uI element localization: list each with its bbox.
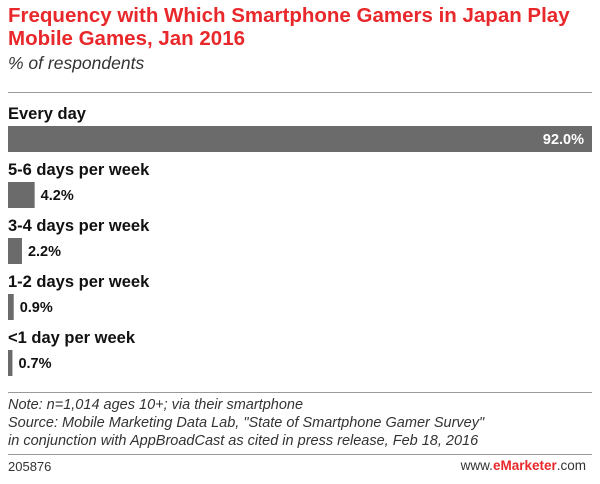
- brand-link[interactable]: www.eMarketer.com: [461, 458, 586, 473]
- bottom-divider: [8, 392, 592, 393]
- footnote: Note: n=1,014 ages 10+; via their smartp…: [8, 396, 594, 450]
- value-label: 2.2%: [28, 244, 61, 260]
- note-line: Note: n=1,014 ages 10+; via their smartp…: [8, 397, 304, 413]
- chart-title: Frequency with Which Smartphone Gamers i…: [8, 4, 570, 50]
- bar: [8, 294, 14, 320]
- bar-chart: Every day 92.0% 5-6 days per week 4.2% 3-4 d…: [8, 105, 592, 376]
- brand-suffix: .com: [556, 458, 586, 473]
- bar: [8, 126, 592, 152]
- brand-prefix: www.: [460, 458, 493, 473]
- category-label: Every day: [8, 105, 87, 123]
- brand-name: eMarketer: [492, 458, 557, 473]
- bar: [8, 238, 22, 264]
- chart-id: 205876: [8, 459, 52, 474]
- bar: [8, 182, 35, 208]
- value-label: 92.0%: [543, 132, 584, 148]
- top-divider: [8, 92, 592, 93]
- category-label: 3-4 days per week: [8, 217, 150, 235]
- value-label: 4.2%: [41, 188, 74, 204]
- chart-subtitle: % of respondents: [8, 53, 145, 73]
- footer-divider: [8, 454, 592, 455]
- category-label: <1 day per week: [8, 329, 136, 347]
- category-label: 5-6 days per week: [8, 161, 150, 179]
- category-label: 1-2 days per week: [8, 273, 150, 291]
- source-line-continued: in conjunction with AppBroadCast as cite…: [8, 433, 479, 449]
- bar: [8, 350, 13, 376]
- source-line: Source: Mobile Marketing Data Lab, "Stat…: [8, 415, 485, 431]
- value-label: 0.7%: [18, 356, 51, 372]
- value-label: 0.9%: [20, 300, 53, 316]
